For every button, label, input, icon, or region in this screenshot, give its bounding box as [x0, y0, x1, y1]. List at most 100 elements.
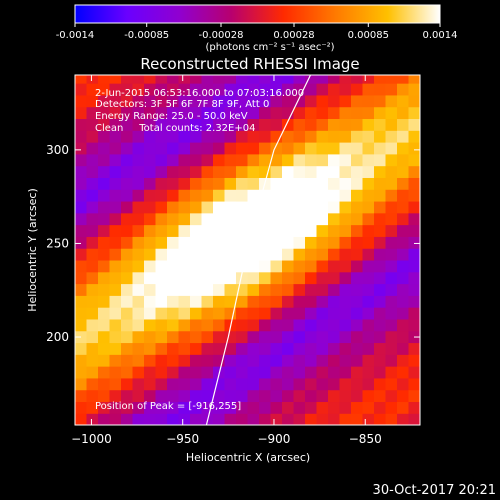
heatmap-cell — [385, 307, 398, 320]
heatmap-cell — [397, 342, 410, 355]
heatmap-cell — [155, 177, 168, 190]
heatmap-cell — [293, 389, 306, 403]
heatmap-cell — [293, 153, 306, 167]
heatmap-cell — [98, 413, 111, 425]
heatmap-cell — [75, 75, 88, 84]
heatmap-cell — [144, 366, 157, 379]
heatmap-cell — [259, 307, 272, 320]
heatmap-cell — [305, 75, 318, 84]
heatmap-cell — [305, 377, 318, 391]
heatmap-cell — [144, 330, 157, 344]
heatmap-cell — [236, 354, 249, 367]
heatmap-cell — [316, 354, 329, 367]
heatmap-cell — [259, 142, 272, 155]
heatmap-cell — [420, 83, 432, 95]
heatmap-cell — [305, 389, 318, 403]
heatmap-cell — [282, 307, 295, 320]
heatmap-cell — [178, 330, 191, 344]
heatmap-cell — [132, 354, 145, 367]
heatmap-cell — [86, 165, 99, 178]
heatmap-cell — [420, 260, 432, 272]
heatmap-cell — [385, 413, 398, 425]
x-tick-label: −900 — [257, 432, 290, 446]
heatmap-cell — [109, 354, 122, 367]
heatmap-cell — [190, 283, 203, 296]
heatmap-cell — [121, 106, 134, 120]
heatmap-cell — [167, 200, 180, 214]
heatmap-cell — [98, 94, 111, 108]
heatmap-cell — [305, 354, 318, 367]
heatmap-cell — [316, 200, 329, 214]
heatmap-cell — [213, 83, 226, 96]
heatmap-cell — [144, 106, 157, 120]
heatmap-cell — [305, 413, 318, 425]
info-energy: Energy Range: 25.0 - 50.0 keV — [95, 111, 248, 122]
heatmap-cell — [282, 377, 295, 391]
heatmap-cell — [98, 118, 111, 131]
heatmap-cell — [385, 212, 398, 226]
heatmap-cell — [328, 283, 341, 296]
heatmap-cell — [351, 354, 364, 367]
heatmap-cell — [155, 142, 168, 155]
heatmap-cell — [144, 283, 157, 296]
heatmap-cell — [167, 354, 180, 367]
heatmap-cell — [213, 165, 226, 178]
heatmap-cell — [213, 200, 226, 214]
heatmap-cell — [201, 389, 214, 403]
heatmap-cell — [293, 142, 306, 155]
heatmap-cell — [155, 271, 168, 285]
heatmap-cell — [236, 389, 249, 403]
heatmap-cell — [374, 94, 387, 108]
heatmap-cell — [109, 153, 122, 167]
heatmap-cell — [178, 366, 191, 379]
heatmap-cell — [155, 377, 168, 391]
heatmap-cell — [155, 94, 168, 108]
heatmap-cell — [178, 142, 191, 155]
heatmap-cell — [259, 259, 272, 273]
heatmap-cell — [109, 283, 122, 296]
heatmap-cell — [109, 75, 122, 84]
heatmap-cell — [316, 165, 329, 178]
heatmap-cell — [339, 283, 352, 296]
heatmap-cell — [328, 200, 341, 214]
heatmap-cell — [190, 307, 203, 320]
heatmap-cell — [351, 106, 364, 120]
heatmap-cell — [190, 377, 203, 391]
heatmap-cell — [247, 106, 260, 120]
heatmap-cell — [155, 283, 168, 296]
heatmap-cell — [305, 330, 318, 344]
heatmap-cell — [236, 165, 249, 178]
heatmap-cell — [144, 342, 157, 355]
heatmap-cell — [316, 271, 329, 285]
heatmap-cell — [144, 271, 157, 285]
heatmap-cell — [374, 307, 387, 320]
heatmap-cell — [420, 236, 432, 248]
info-detectors: Detectors: 3F 5F 6F 7F 8F 9F, Att 0 — [95, 99, 269, 110]
heatmap-cell — [374, 271, 387, 285]
heatmap-cell — [224, 283, 237, 296]
heatmap-cell — [282, 224, 295, 237]
heatmap-cell — [385, 94, 398, 108]
heatmap-cell — [316, 142, 329, 155]
heatmap-cell — [282, 177, 295, 190]
heatmap-cell — [132, 377, 145, 391]
heatmap-cell — [408, 83, 420, 96]
heatmap-cell — [86, 189, 99, 202]
heatmap-cell — [362, 366, 375, 379]
heatmap-cell — [408, 200, 420, 214]
heatmap-cell — [293, 224, 306, 237]
heatmap-cell — [178, 189, 191, 202]
heatmap-cell — [328, 94, 341, 108]
heatmap-cell — [224, 130, 237, 143]
heatmap-cell — [408, 401, 420, 414]
heatmap-cell — [328, 106, 341, 120]
heatmap-cell — [132, 165, 145, 178]
heatmap-cell — [109, 165, 122, 178]
heatmap-cell — [247, 330, 260, 344]
heatmap-cell — [201, 377, 214, 391]
heatmap-cell — [305, 177, 318, 190]
heatmap-cell — [167, 259, 180, 273]
heatmap-cell — [75, 366, 88, 379]
heatmap-cell — [213, 94, 226, 108]
heatmap-cell — [293, 330, 306, 344]
